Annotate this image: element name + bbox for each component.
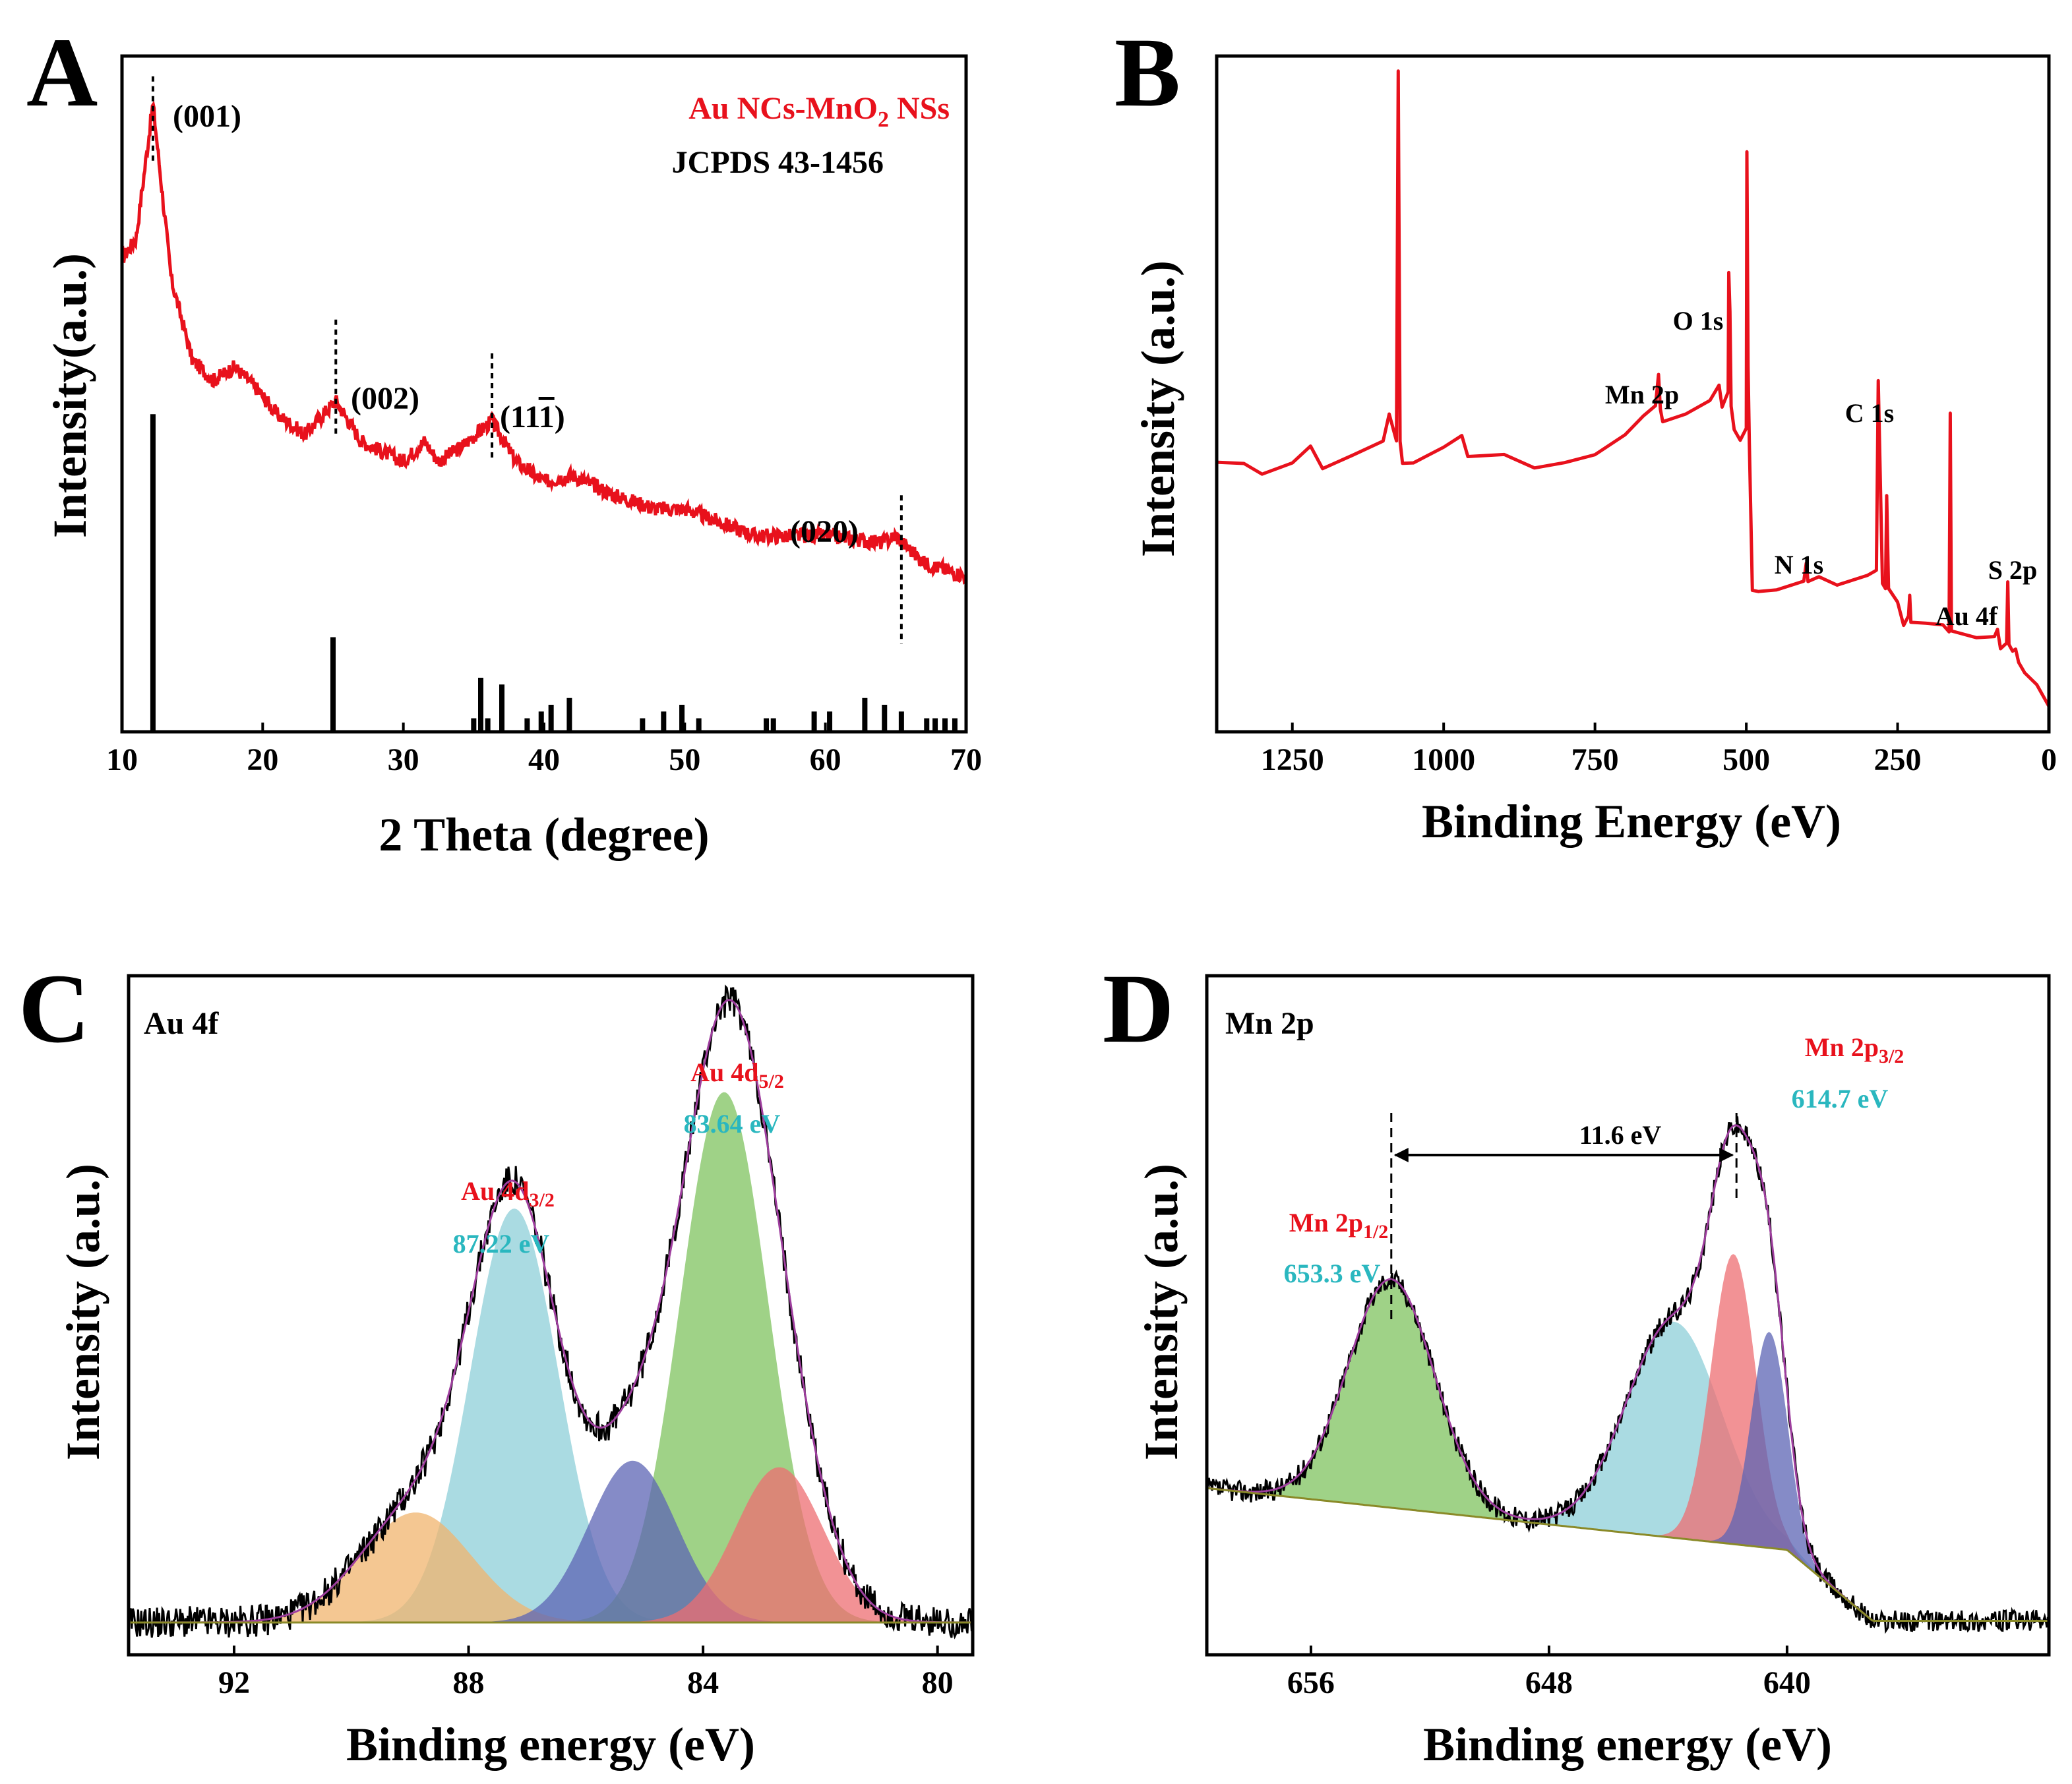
panel-b-label-o1s: O 1s — [1673, 306, 1724, 336]
panel-d: D 656 648 640 Mn 2p Binding energy (eV) In… — [1103, 954, 2051, 1771]
panel-b-tick-label-500: 500 — [1722, 742, 1770, 777]
panel-c-ylabel: Intensity (a.u.) — [57, 1164, 109, 1460]
panel-c-component-0 — [129, 1208, 971, 1622]
panel-c: C 92 88 84 80 Au 4f Binding energy (eV) Int… — [18, 954, 975, 1771]
panel-d-baseline — [1206, 1487, 2049, 1622]
panel-d-split-arrowhead-left — [1393, 1148, 1409, 1162]
panel-c-x-ticks: 92 88 84 80 — [218, 1646, 954, 1700]
panel-c-xlabel: Binding energy (eV) — [346, 1718, 755, 1771]
panel-d-tick-label-640: 640 — [1763, 1665, 1811, 1700]
panel-c-frame — [127, 974, 975, 1657]
panel-d-component-1 — [1207, 1321, 2049, 1621]
panel-a-legend-sample: Au NCs-MnO2 NSs — [688, 91, 950, 132]
panel-d-label-2p12-name: Mn 2p1/2 — [1289, 1208, 1389, 1243]
panel-a-xrd-pattern — [120, 100, 966, 585]
panel-a-label-11-1: (111) — [500, 400, 565, 434]
panel-a-tick-label-10: 10 — [106, 742, 138, 777]
panel-d-tick-label-656: 656 — [1287, 1665, 1335, 1700]
panel-a-label-002: (002) — [351, 381, 419, 416]
panel-a-tick-label-30: 30 — [388, 742, 419, 777]
panel-c-tick-label-92: 92 — [218, 1665, 250, 1700]
panel-b-ylabel: Intensity (a.u.) — [1132, 260, 1184, 557]
panel-b-xlabel: Binding Energy (eV) — [1422, 795, 1841, 848]
panel-d-raw-spectrum — [1205, 1116, 2049, 1634]
panel-a-tick-label-60: 60 — [810, 742, 841, 777]
panel-d-label-2p12-energy: 653.3 eV — [1284, 1259, 1381, 1288]
panel-c-label-4d32-name: Au 4d3/2 — [461, 1176, 555, 1211]
panel-d-tick-label-648: 648 — [1525, 1665, 1573, 1700]
panel-b-label-mn2p: Mn 2p — [1605, 380, 1679, 409]
panel-a-label-001: (001) — [173, 99, 241, 134]
panel-c-tick-label-88: 88 — [453, 1665, 485, 1700]
panel-c-label-4d32-energy: 87.22 eV — [453, 1229, 550, 1259]
panel-a-legend-reference: JCPDS 43-1456 — [672, 145, 884, 180]
panel-c-component-2 — [129, 1512, 971, 1622]
panel-b-label-s2p: S 2p — [1988, 555, 2038, 585]
panel-d-letter: D — [1103, 954, 1174, 1063]
panel-c-component-4 — [129, 1467, 971, 1622]
panel-d-split-label: 11.6 eV — [1579, 1120, 1662, 1150]
panel-a-ylabel: Intensity(a.u.) — [44, 253, 96, 538]
panel-b-plot — [1216, 69, 2051, 707]
panel-c-tick-label-80: 80 — [922, 1665, 954, 1700]
panel-d-label-2p32-name: Mn 2p3/2 — [1805, 1032, 1904, 1067]
panel-a: A 10 20 30 40 50 60 70 2 Theta (degree) Intens… — [26, 18, 982, 861]
panel-a-x-ticks: 10 20 30 40 50 60 70 — [106, 723, 982, 777]
panel-c-letter: C — [18, 954, 90, 1063]
panel-d-frame — [1205, 974, 2051, 1657]
panel-b-label-n1s: N 1s — [1775, 550, 1823, 580]
panel-b-survey-spectrum — [1216, 69, 2051, 707]
panel-d-plot — [1205, 1113, 2049, 1634]
panel-d-split-arrowhead-right — [1719, 1148, 1734, 1162]
panel-b-letter: B — [1114, 18, 1180, 127]
panel-b-tick-label-250: 250 — [1874, 742, 1922, 777]
panel-b-tick-label-750: 750 — [1571, 742, 1619, 777]
panel-a-label-020: (020) — [790, 514, 859, 549]
panel-a-tick-label-50: 50 — [669, 742, 700, 777]
panel-a-letter: A — [26, 18, 98, 127]
panel-d-x-ticks: 656 648 640 — [1287, 1646, 1811, 1700]
panel-c-title: Au 4f — [144, 1006, 219, 1041]
panel-c-tick-label-84: 84 — [687, 1665, 719, 1700]
panel-d-component-0 — [1207, 1279, 2049, 1621]
panel-a-tick-label-70: 70 — [950, 742, 982, 777]
panel-b-frame — [1215, 54, 2051, 734]
panel-b-x-ticks: 1250 1000 750 500 250 0 — [1261, 723, 2057, 777]
panel-c-fit-envelope — [129, 999, 971, 1624]
panel-b-label-au4f: Au 4f — [1935, 601, 1998, 631]
panel-c-label-4d52-name: Au 4d5/2 — [690, 1057, 784, 1092]
panel-b: B 1250 1000 750 500 250 0 Binding Energy (eV)… — [1114, 18, 2057, 848]
panel-c-plot — [127, 984, 973, 1640]
panel-a-plot — [120, 76, 966, 732]
panel-a-tick-label-40: 40 — [528, 742, 560, 777]
panel-d-label-2p32-energy: 614.7 eV — [1792, 1084, 1889, 1114]
panel-a-xlabel: 2 Theta (degree) — [379, 808, 709, 861]
panel-d-title: Mn 2p — [1225, 1006, 1314, 1041]
panel-d-xlabel: Binding energy (eV) — [1423, 1718, 1832, 1771]
panel-a-tick-label-20: 20 — [247, 742, 278, 777]
panel-b-tick-label-0: 0 — [2041, 742, 2057, 777]
panel-b-tick-label-1000: 1000 — [1412, 742, 1475, 777]
panel-d-ylabel: Intensity (a.u.) — [1135, 1164, 1188, 1460]
panel-c-label-4d52-energy: 83.64 eV — [684, 1109, 781, 1139]
panel-b-tick-label-1250: 1250 — [1261, 742, 1324, 777]
panel-d-fit-envelope — [1206, 1124, 2049, 1622]
panel-b-label-c1s: C 1s — [1845, 398, 1894, 428]
